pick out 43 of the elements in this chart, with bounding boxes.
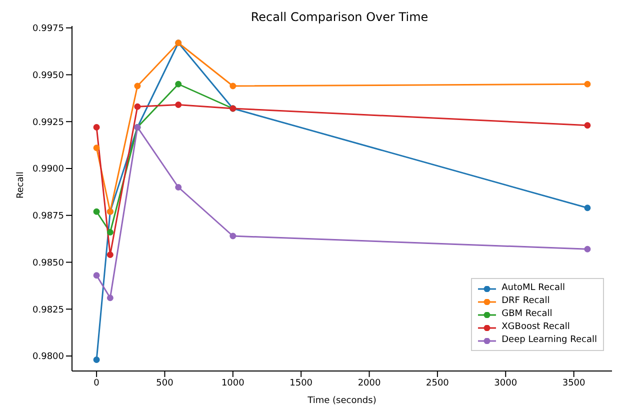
point — [175, 80, 182, 88]
point — [106, 294, 114, 302]
legend-label: Deep Learning Recall — [502, 334, 597, 347]
point — [230, 232, 236, 240]
legend-label: AutoML Recall — [502, 282, 566, 295]
point — [584, 204, 591, 212]
x-tick-label: 0 — [94, 378, 100, 388]
legend-label: DRF Recall — [502, 295, 550, 308]
point — [93, 356, 100, 363]
point — [584, 246, 591, 252]
point — [584, 80, 591, 88]
x-tick-label: 2500 — [426, 378, 450, 388]
point — [175, 102, 182, 108]
x-tick-label: 500 — [156, 378, 174, 388]
legend-label: XGBoost Recall — [502, 321, 570, 334]
point — [93, 208, 100, 215]
y-tick-label: 0.9875 — [32, 212, 64, 222]
point — [106, 252, 114, 258]
x-tick-label: 2000 — [358, 378, 381, 388]
x-tick-label: 1000 — [221, 378, 245, 388]
y-tick-label: 0.9825 — [32, 305, 64, 316]
point — [93, 144, 100, 152]
point — [175, 184, 182, 190]
point — [134, 82, 141, 90]
y-tick-label: 0.9850 — [32, 258, 64, 268]
legend-label: GBM Recall — [502, 308, 552, 321]
y-tick-label: 0.9975 — [32, 24, 64, 34]
x-tick-label: 3500 — [562, 378, 586, 388]
x-tick-label: 3000 — [494, 378, 518, 388]
y-tick-label: 0.9900 — [32, 164, 64, 175]
point — [584, 122, 591, 129]
point — [93, 272, 100, 279]
chart-title: Recall Comparison Over Time — [250, 10, 430, 24]
x-tick-label: 1500 — [290, 378, 313, 388]
x-axis-title: Time (seconds) — [306, 396, 376, 406]
y-tick-label: 0.9800 — [32, 352, 64, 362]
point — [230, 82, 236, 90]
point — [93, 124, 100, 130]
y-tick-label: 0.9950 — [32, 70, 64, 81]
y-tick-label: 0.9925 — [32, 118, 64, 128]
point — [106, 229, 114, 236]
point — [134, 103, 141, 110]
y-axis-title: Recall — [16, 172, 26, 198]
